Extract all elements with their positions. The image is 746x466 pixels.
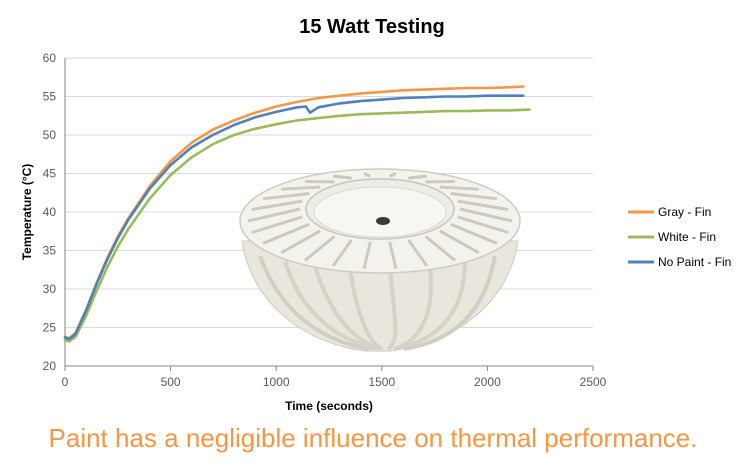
heatsink-fin [408, 174, 427, 180]
x-axis-title: Time (seconds) [285, 399, 373, 413]
heatsink-fin [251, 199, 303, 211]
y-axis-title: Temperature (°C) [20, 164, 34, 261]
heatsink-fin [304, 235, 336, 262]
y-tick-label: 45 [43, 167, 57, 181]
legend-label: No Paint - Fin [658, 255, 731, 269]
heatsink-fin [389, 171, 397, 178]
y-tick-label: 25 [43, 321, 57, 335]
x-tick-label: 1000 [263, 375, 290, 389]
chart-title: 15 Watt Testing [299, 16, 445, 38]
heatsink-fins [247, 171, 513, 269]
y-tick-label: 40 [43, 205, 57, 219]
heatsink-fin [388, 241, 398, 269]
y-tick-label: 35 [43, 244, 57, 258]
heatsink-fin [450, 192, 498, 201]
heatsink-fin [407, 238, 429, 267]
heatsink-fin [262, 192, 310, 201]
x-tick-label: 500 [161, 375, 181, 389]
heatsink-fin [333, 174, 352, 180]
heatsink-fin [251, 215, 303, 234]
heatsink-fin [362, 241, 372, 269]
caption: Paint has a negligible influence on ther… [48, 423, 698, 453]
heatsink-fin [439, 185, 479, 191]
heatsink-fin [280, 229, 321, 255]
series-line [63, 94, 525, 341]
legend-label: White - Fin [658, 230, 716, 244]
heatsink-fin [281, 185, 321, 191]
y-tick-label: 50 [43, 128, 57, 142]
heatsink-fin [424, 235, 456, 262]
heatsink-fin [450, 222, 498, 245]
heatsink-fin [439, 229, 480, 255]
heatsink-fin [331, 238, 353, 267]
x-tick-label: 0 [62, 375, 69, 389]
y-tick-label: 30 [43, 282, 57, 296]
y-tick-label: 20 [43, 359, 57, 373]
x-tick-label: 1500 [368, 375, 395, 389]
y-tick-label: 60 [43, 51, 57, 65]
x-tick-label: 2000 [474, 375, 501, 389]
heatsink-fin [363, 171, 371, 178]
y-tick-label: 55 [43, 90, 57, 104]
heatsink-fin [459, 207, 513, 223]
heatsink-fin [457, 199, 509, 211]
legend-label: Gray - Fin [658, 205, 711, 219]
legend: Gray - Fin White - Fin No Paint - Fin [628, 205, 731, 269]
heatsink-fin [262, 222, 310, 245]
heatsink-fin [457, 215, 509, 234]
series-line [63, 108, 531, 343]
x-tick-labels: 0 500 1000 1500 2000 2500 [62, 375, 607, 389]
heatsink-fin [247, 207, 301, 223]
series-lines [63, 85, 531, 343]
led-heatsink-photo [239, 168, 521, 352]
y-tick-labels: 20 25 30 35 40 45 50 55 60 [43, 51, 57, 373]
x-tick-label: 2500 [580, 375, 607, 389]
